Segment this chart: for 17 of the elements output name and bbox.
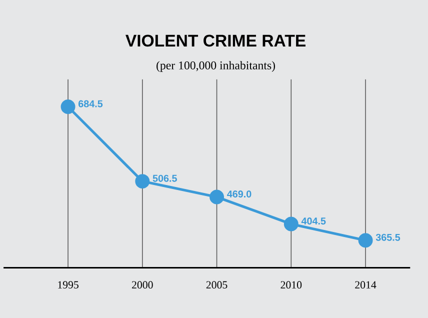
x-tick-label: 2005 [206,281,228,288]
x-tick-label: 1995 [58,281,78,288]
point [135,174,150,188]
data-label: 404.5 [301,217,326,224]
data-label: 469.0 [227,190,252,198]
point [210,190,224,204]
chart-subtitle: (per 100,000 inhabitants) [156,60,276,72]
x-tick-label: 2010 [280,281,302,288]
point [60,99,76,114]
data-label: 684.5 [78,100,103,108]
data-label: 365.5 [376,234,400,241]
x-tick-label: 2014 [355,281,376,288]
point [358,232,373,248]
data-label: 506.5 [152,174,177,182]
chart-title: VIOLENT CRIME RATE [126,34,306,46]
point [284,216,298,232]
x-tick-label: 2000 [132,281,153,288]
